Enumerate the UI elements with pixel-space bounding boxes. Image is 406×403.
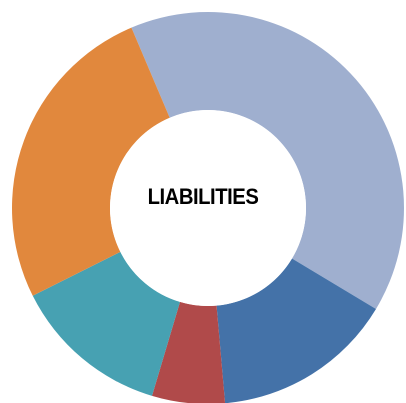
donut-slice-3 [152,301,226,403]
donut-hole [110,110,306,306]
donut-slice-4 [32,251,181,396]
donut-center-label: LIABILITIES [147,184,259,209]
donut-slice-5 [12,27,170,296]
donut-slice-2 [216,258,377,403]
donut-slice-1 [131,12,405,309]
